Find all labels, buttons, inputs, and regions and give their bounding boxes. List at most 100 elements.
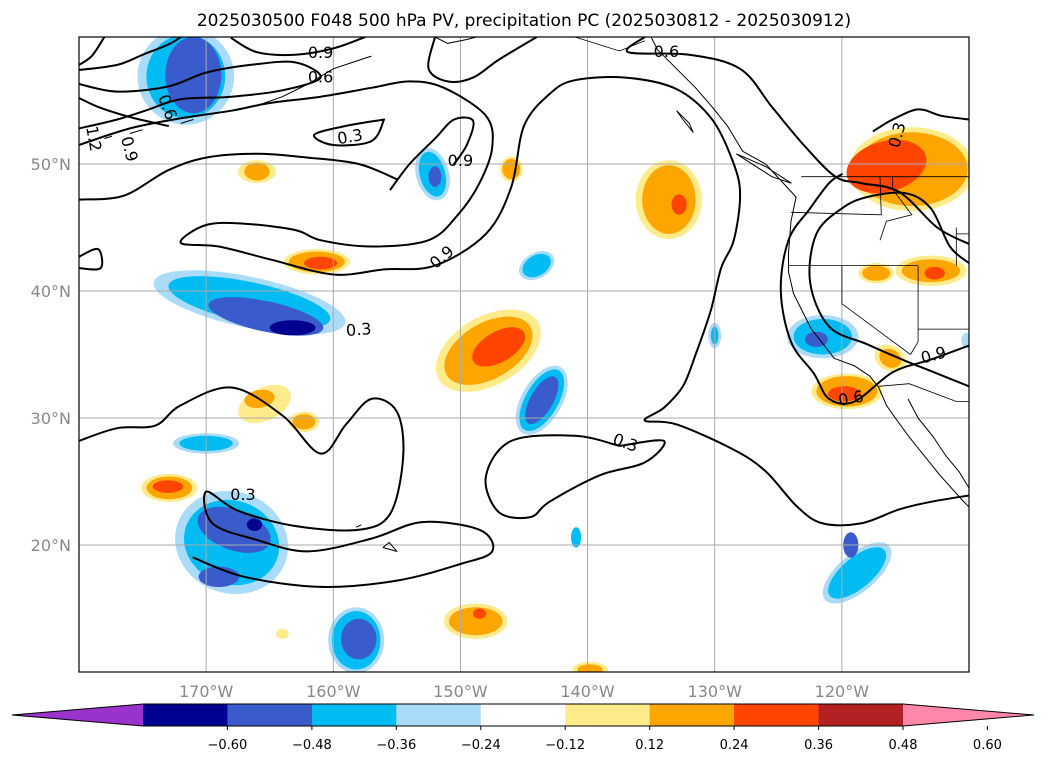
precip-area: [246, 518, 263, 531]
precip-area: [276, 628, 289, 640]
pv-contour-label-text: 0.9: [308, 43, 333, 62]
coastline-aleutian-1: [180, 119, 194, 124]
colorbar-tick-label: 0.36: [804, 738, 833, 753]
colorbar-segment: [311, 704, 397, 726]
precip-area: [522, 253, 551, 278]
pv-contour-0-6: [79, 60, 322, 130]
pv-contour-0-9: [808, 191, 969, 388]
pv-contour-0-9: [389, 116, 475, 191]
latitude-tick-label: 50°N: [31, 155, 71, 174]
border-nv-az: [910, 265, 919, 355]
coastline-north-america: [650, 37, 969, 508]
border-alaska-canada: [574, 37, 645, 52]
colorbar-segment: [649, 704, 735, 726]
colorbar-extend-max: [903, 704, 1034, 726]
colorbar-tick-label: 0.60: [973, 738, 1002, 753]
coastline-vancouver-island: [736, 153, 792, 184]
latitude-tick-labels: 20°N 30°N 40°N 50°N: [31, 155, 71, 555]
colorbar-segment: [565, 704, 651, 726]
precip-area: [862, 265, 891, 281]
colorbar-segment: [734, 704, 819, 726]
precip-area: [152, 480, 184, 493]
pv-contour-0-6: [427, 37, 538, 83]
colorbar-segment: [396, 704, 482, 726]
pv-contour-0-9: [230, 37, 367, 57]
longitude-tick-label: 150°W: [433, 682, 488, 701]
longitude-tick-labels: 170°W 160°W 150°W 140°W 130°W 120°W: [179, 682, 869, 701]
coastline-baja-gulf: [907, 398, 969, 489]
pv-contour-label: 0.3: [230, 485, 255, 504]
precip-area: [198, 566, 240, 587]
pv-contour-label: 0.9: [308, 43, 333, 62]
precip-area: [525, 376, 559, 425]
precip-area: [244, 162, 270, 181]
precip-area: [671, 194, 687, 215]
colorbar: −0.60 −0.48 −0.36 −0.24 −0.12 0.12 0.24 0.36 0.4…: [11, 703, 1035, 753]
border-us-mexico: [878, 383, 969, 402]
precip-area: [846, 139, 927, 194]
colorbar-tick-label: −0.60: [207, 738, 247, 753]
pv-contour-0-3: [79, 386, 495, 588]
precip-area: [304, 256, 338, 270]
longitude-tick-label: 170°W: [179, 682, 234, 701]
border-id-mt: [879, 176, 913, 241]
precip-area: [827, 386, 861, 402]
pv-contour-label-text: 0.3: [230, 485, 255, 504]
pv-contour-0-6: [779, 173, 969, 405]
pv-contour-layer: [79, 37, 969, 588]
coastline-hawaii-west: [355, 524, 362, 528]
colorbar-segment: [480, 704, 566, 726]
pv-contour-label: 0.9: [448, 151, 473, 170]
pv-contour-label-text: 0.6: [308, 67, 333, 86]
pv-contour-label: 0.3: [345, 319, 372, 340]
coastline-aleutian-3: [104, 135, 113, 140]
pv-contour-label: 0.6: [654, 42, 679, 61]
pv-contour-label: 1.2: [82, 125, 105, 153]
colorbar-outline: [11, 703, 1035, 727]
pv-contour-label-text: 0.3: [336, 125, 364, 148]
figure-title: 2025030500 F048 500 hPa PV, precipitatio…: [197, 11, 851, 31]
pv-contour-label-text: 0.3: [345, 319, 372, 340]
coastline-alaska-south: [434, 37, 479, 44]
pv-contour-0-3: [484, 434, 666, 520]
colorbar-tick-label: −0.48: [292, 738, 332, 753]
longitude-tick-label: 120°W: [815, 682, 870, 701]
border-layer: [574, 37, 969, 402]
coastline-layer: [104, 37, 969, 552]
pv-contour-1-2: [79, 97, 169, 127]
longitude-tick-label: 160°W: [306, 682, 361, 701]
colorbar-segment: [818, 704, 904, 726]
precip-area: [340, 618, 377, 660]
colorbar-tick-label: 0.48: [889, 738, 918, 753]
pv-contour-label-text: 0.9: [448, 151, 473, 170]
pv-contour-1-2: [79, 247, 104, 271]
pv-contour-0-3: [872, 108, 969, 132]
longitude-tick-label: 130°W: [688, 682, 743, 701]
pv-contour-0-3: [313, 118, 386, 147]
longitude-tick-label: 140°W: [560, 682, 615, 701]
precip-area: [165, 37, 222, 114]
precip-area: [805, 331, 828, 347]
coastline-haida-gwaii: [676, 110, 694, 133]
precip-area: [571, 527, 582, 548]
colorbar-tick-label: −0.36: [376, 738, 416, 753]
precip-area: [269, 320, 316, 336]
pv-contour-0-9: [79, 152, 398, 201]
precip-area: [828, 547, 887, 599]
colorbar-tick-label: 0.24: [720, 738, 749, 753]
pv-contour-label: 0.3: [336, 125, 364, 148]
precip-area: [577, 664, 603, 672]
pv-contour-label: 0.6: [308, 67, 333, 86]
pv-contour-label-text: 1.2: [82, 125, 105, 153]
map-panel: 0.90.60.61.2 0.9 0.30.90.60.30.90.30.30.30…: [78, 36, 970, 673]
precip-area: [292, 414, 316, 430]
colorbar-extend-min: [12, 704, 143, 726]
colorbar-segment: [143, 704, 228, 726]
precip-area: [197, 506, 271, 553]
latitude-tick-label: 40°N: [31, 282, 71, 301]
precip-area: [428, 166, 442, 187]
pv-contour-0-6: [79, 37, 182, 71]
pv-contour-label-text: 0.6: [837, 387, 865, 410]
colorbar-tick-label: −0.24: [461, 738, 501, 753]
latitude-tick-label: 30°N: [31, 409, 71, 428]
